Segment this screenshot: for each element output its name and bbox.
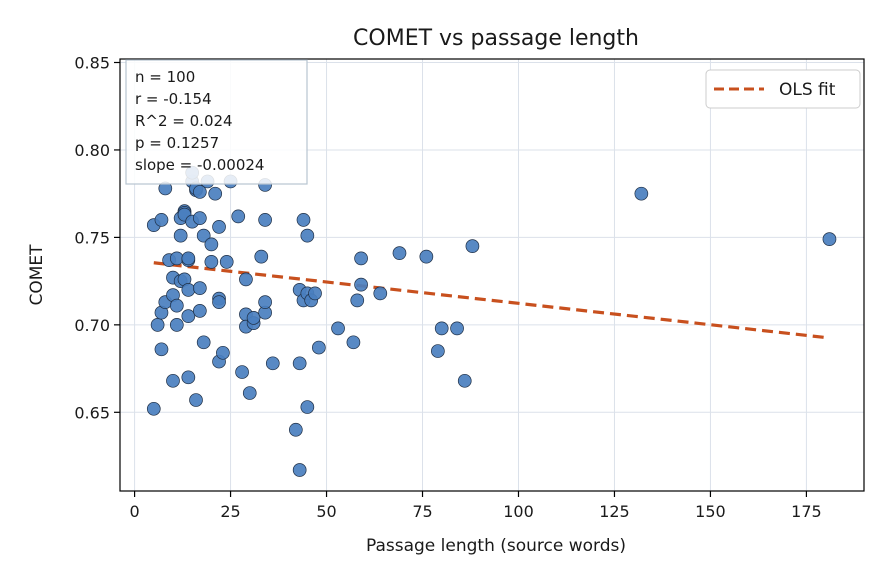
stats-box-frame (125, 59, 308, 185)
data-point (312, 340, 326, 355)
data-point (308, 286, 322, 301)
data-point (300, 228, 315, 243)
data-point (154, 213, 169, 227)
x-tick-label: 25 (220, 502, 240, 521)
x-axis-label: Passage length (source words) (366, 536, 626, 556)
data-point (169, 317, 184, 332)
data-point (239, 272, 253, 287)
grid (120, 59, 864, 491)
data-point (196, 228, 211, 243)
legend-frame (705, 69, 861, 109)
ols-fit-line (153, 261, 830, 340)
points-layer (146, 165, 837, 477)
x-tick-label: 75 (412, 502, 432, 521)
y-tick-label: 0.70 (74, 316, 110, 335)
data-point (373, 286, 388, 301)
x-tick-label: 150 (695, 502, 726, 521)
data-point (181, 283, 196, 297)
plot-frame (119, 58, 865, 492)
data-point (235, 365, 249, 379)
data-point (288, 422, 303, 437)
stats-slope: slope = -0.00024 (135, 156, 264, 174)
data-point (212, 295, 226, 309)
x-tick-label: 100 (503, 502, 534, 521)
data-point (822, 232, 837, 246)
data-point (265, 356, 280, 371)
x-tick-label: 50 (316, 502, 336, 521)
data-point (450, 321, 464, 336)
data-point (457, 373, 472, 388)
data-point (208, 186, 223, 201)
legend: OLS fit (705, 69, 861, 109)
data-point (258, 295, 272, 309)
chart-title: COMET vs passage length (353, 26, 639, 51)
data-point (258, 213, 272, 227)
data-point (193, 281, 207, 295)
x-ticks: 0 25 50 75 100 125 150 175 (129, 491, 822, 521)
x-tick-label: 125 (599, 502, 630, 521)
data-point (292, 356, 307, 371)
legend-entry-ols-fit: OLS fit (779, 80, 836, 100)
data-point (169, 251, 184, 266)
data-point (212, 220, 226, 234)
data-point (242, 386, 257, 400)
data-point (154, 342, 169, 357)
data-point (173, 228, 188, 243)
data-point (169, 298, 184, 313)
stats-p: p = 0.1257 (135, 134, 219, 152)
data-point (346, 335, 361, 350)
data-point (181, 251, 196, 266)
data-point (166, 373, 180, 388)
data-point (254, 249, 269, 264)
y-tick-label: 0.75 (74, 228, 110, 247)
y-ticks: 0.65 0.70 0.75 0.80 0.85 (74, 53, 120, 422)
y-tick-label: 0.80 (74, 141, 110, 160)
x-tick-label: 175 (791, 502, 822, 521)
data-point (246, 311, 261, 325)
data-point (193, 304, 207, 318)
data-point (181, 370, 196, 385)
data-point (216, 345, 230, 360)
stats-r2: R^2 = 0.024 (135, 112, 233, 130)
y-tick-label: 0.65 (74, 403, 110, 422)
data-point (181, 309, 196, 323)
data-point (146, 401, 161, 416)
data-point (331, 321, 345, 336)
data-point (219, 255, 234, 269)
data-point (300, 400, 315, 414)
data-point (392, 246, 407, 260)
data-point (193, 211, 207, 226)
data-point (431, 344, 445, 358)
y-axis-label: COMET (27, 244, 47, 306)
data-point (465, 239, 480, 253)
data-point (292, 463, 307, 477)
stats-box: n = 100 r = -0.154 R^2 = 0.024 p = 0.125… (125, 59, 308, 185)
x-tick-label: 0 (129, 502, 139, 521)
data-point (296, 213, 311, 227)
data-point (204, 255, 219, 269)
data-point (231, 209, 246, 224)
data-point (634, 186, 649, 201)
stats-r: r = -0.154 (135, 90, 212, 108)
fit-layer (153, 261, 830, 340)
data-point (193, 185, 207, 199)
data-point (150, 317, 165, 332)
data-point (434, 321, 449, 336)
data-point (354, 277, 368, 292)
data-point (354, 251, 368, 266)
data-point (189, 393, 203, 407)
stats-n: n = 100 (135, 68, 195, 86)
data-point (196, 335, 211, 350)
data-point (204, 237, 219, 252)
y-tick-label: 0.85 (74, 53, 110, 72)
data-point (419, 249, 434, 264)
data-point (350, 293, 365, 308)
